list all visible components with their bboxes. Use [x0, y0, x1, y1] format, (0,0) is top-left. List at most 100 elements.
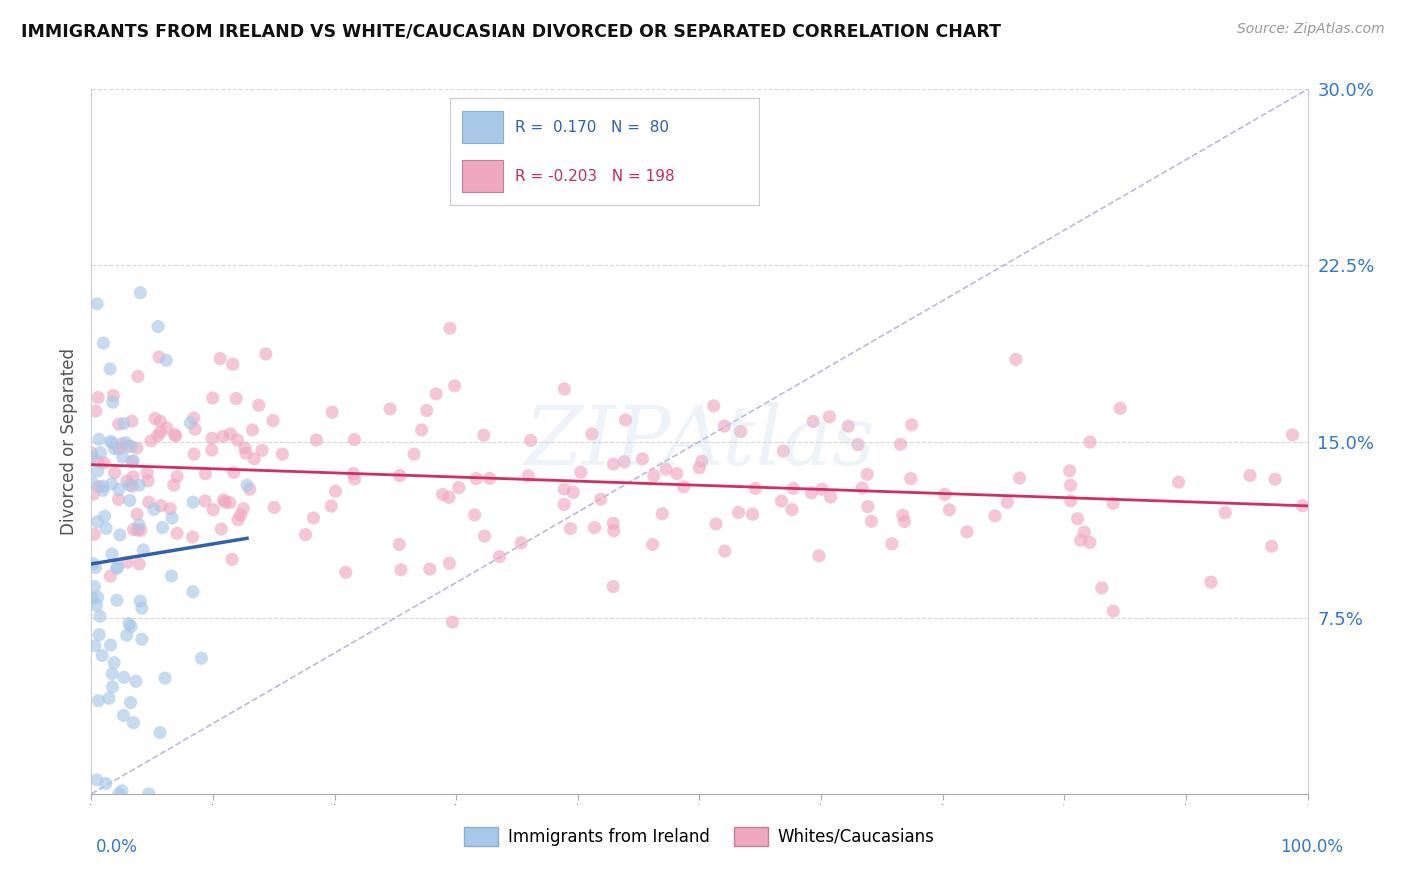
Y-axis label: Divorced or Separated: Divorced or Separated	[59, 348, 77, 535]
Point	[614, 413, 637, 427]
Point	[262, 414, 284, 428]
Point	[91, 648, 114, 663]
Point	[218, 496, 240, 510]
Point	[82, 475, 104, 490]
Point	[115, 555, 138, 569]
Point	[129, 594, 152, 608]
Point	[83, 527, 105, 541]
Point	[553, 498, 575, 512]
Point	[744, 482, 766, 496]
Point	[128, 478, 150, 492]
Point	[163, 478, 186, 492]
Point	[117, 439, 139, 453]
Point	[321, 405, 343, 419]
Point	[115, 474, 138, 488]
Point	[801, 415, 824, 429]
Point	[98, 691, 121, 706]
Point	[86, 515, 108, 529]
Point	[1059, 478, 1081, 492]
Point	[1059, 464, 1081, 478]
Point	[87, 391, 110, 405]
Point	[703, 399, 725, 413]
Point	[236, 478, 259, 492]
Point	[87, 694, 110, 708]
Point	[139, 434, 162, 448]
Point	[160, 569, 183, 583]
Point	[889, 437, 911, 451]
Point	[856, 467, 879, 482]
Point	[122, 523, 145, 537]
Point	[89, 627, 111, 641]
Point	[105, 561, 128, 575]
Point	[672, 480, 695, 494]
Point	[226, 513, 249, 527]
Point	[115, 628, 138, 642]
Point	[464, 508, 486, 522]
Point	[120, 619, 142, 633]
Point	[111, 450, 134, 464]
Point	[127, 523, 149, 537]
Point	[225, 392, 247, 406]
Point	[166, 469, 188, 483]
Point	[665, 467, 688, 481]
Point	[125, 674, 148, 689]
Point	[613, 455, 636, 469]
Point	[651, 507, 673, 521]
Point	[1264, 472, 1286, 486]
Point	[149, 725, 172, 739]
Point	[389, 563, 412, 577]
Point	[146, 319, 169, 334]
Point	[1239, 468, 1261, 483]
Point	[222, 466, 245, 480]
Point	[121, 455, 143, 469]
Point	[129, 523, 152, 537]
Point	[343, 433, 366, 447]
Point	[91, 483, 114, 498]
Point	[1008, 471, 1031, 485]
Point	[87, 432, 110, 446]
Point	[89, 445, 111, 459]
Point	[893, 515, 915, 529]
Point	[741, 508, 763, 522]
Point	[150, 499, 173, 513]
Point	[1281, 427, 1303, 442]
Point	[108, 483, 131, 497]
Point	[101, 476, 124, 491]
Point	[589, 492, 612, 507]
Point	[94, 776, 117, 790]
Point	[342, 467, 364, 481]
Point	[388, 468, 411, 483]
Point	[321, 499, 343, 513]
Point	[388, 537, 411, 551]
Point	[851, 481, 873, 495]
Point	[439, 321, 461, 335]
Point	[1078, 535, 1101, 549]
Point	[560, 522, 582, 536]
Point	[183, 411, 205, 425]
Point	[103, 388, 125, 402]
Point	[250, 443, 273, 458]
Point	[131, 632, 153, 647]
Point	[439, 556, 461, 570]
Point	[118, 478, 141, 492]
Point	[83, 639, 105, 653]
Point	[602, 579, 624, 593]
Point	[120, 439, 142, 453]
Point	[727, 506, 749, 520]
Point	[235, 446, 257, 460]
Point	[294, 527, 316, 541]
Point	[166, 526, 188, 541]
Point	[837, 419, 859, 434]
Point	[443, 378, 465, 392]
Point	[820, 490, 842, 504]
Point	[128, 518, 150, 533]
Point	[602, 516, 624, 531]
Point	[425, 387, 447, 401]
Point	[631, 451, 654, 466]
Point	[82, 487, 104, 501]
Point	[100, 569, 122, 583]
Point	[111, 784, 134, 798]
Point	[782, 481, 804, 495]
Point	[136, 474, 159, 488]
Point	[101, 395, 124, 409]
